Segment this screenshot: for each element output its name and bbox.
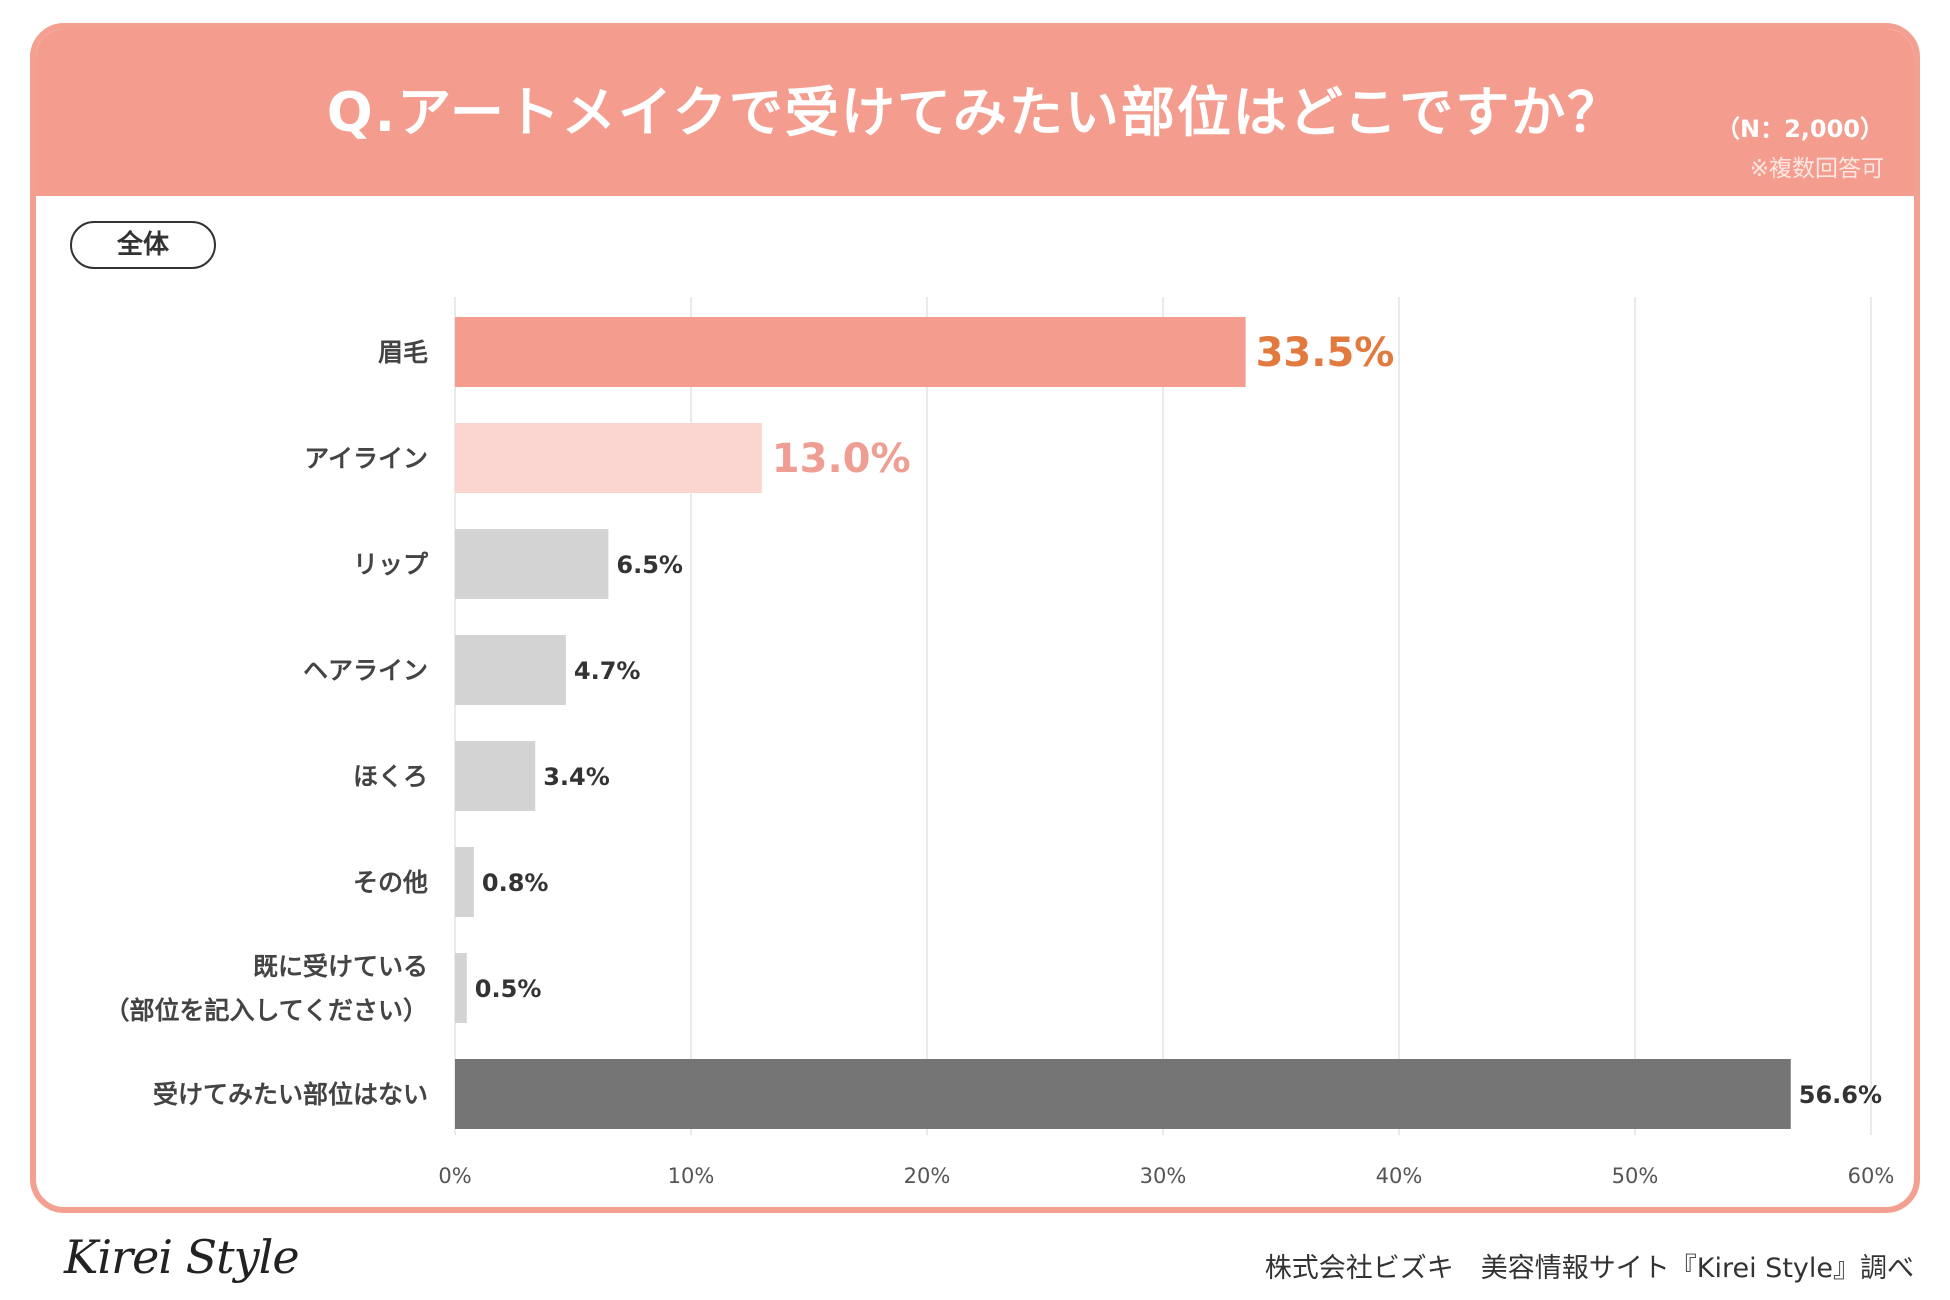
value-label: 4.7%: [574, 657, 641, 685]
x-tick-label: 40%: [1376, 1164, 1423, 1188]
value-label: 33.5%: [1256, 330, 1395, 376]
x-tick-label: 20%: [904, 1164, 951, 1188]
x-tick-label: 60%: [1848, 1164, 1895, 1188]
source-credit: 株式会社ビズキ 美容情報サイト『Kirei Style』調べ: [1264, 1253, 1914, 1284]
category-label: リップ: [353, 550, 429, 579]
multiple-answer-note: ※複数回答可: [1749, 156, 1884, 182]
sample-size-label: （N：2,000）: [1716, 115, 1884, 143]
kirei-style-logo: Kirei Style: [64, 1230, 300, 1284]
category-label: 既に受けている: [253, 952, 428, 981]
bar: [455, 529, 609, 599]
value-label: 3.4%: [543, 763, 610, 791]
x-tick-label: 10%: [668, 1164, 715, 1188]
bar: [455, 741, 536, 811]
segment-pill: 全体: [70, 221, 216, 269]
value-label: 56.6%: [1799, 1081, 1882, 1109]
header-band: Q.アートメイクで受けてみたい部位はどこですか？ （N：2,000） ※複数回答…: [36, 29, 1914, 196]
category-label: （部位を記入してください）: [104, 996, 428, 1025]
x-tick-label: 30%: [1140, 1164, 1187, 1188]
bar: [455, 635, 566, 705]
bar: [455, 1059, 1791, 1129]
x-tick-label: 0%: [438, 1164, 471, 1188]
x-tick-label: 50%: [1612, 1164, 1659, 1188]
bar: [455, 953, 467, 1023]
category-label: ヘアライン: [303, 656, 428, 685]
category-label: 眉毛: [378, 338, 428, 367]
category-label: アイライン: [304, 444, 428, 473]
value-label: 13.0%: [772, 436, 911, 482]
survey-card: Q.アートメイクで受けてみたい部位はどこですか？ （N：2,000） ※複数回答…: [30, 23, 1920, 1213]
category-label: ほくろ: [353, 762, 428, 791]
value-label: 6.5%: [616, 551, 683, 579]
bar: [455, 423, 762, 493]
bar: [455, 847, 474, 917]
value-label: 0.8%: [482, 869, 549, 897]
chart-title: Q.アートメイクで受けてみたい部位はどこですか？: [326, 81, 1624, 144]
category-label: その他: [353, 868, 428, 897]
category-label: 受けてみたい部位はない: [153, 1080, 428, 1109]
bar: [455, 317, 1246, 387]
value-label: 0.5%: [475, 975, 542, 1003]
